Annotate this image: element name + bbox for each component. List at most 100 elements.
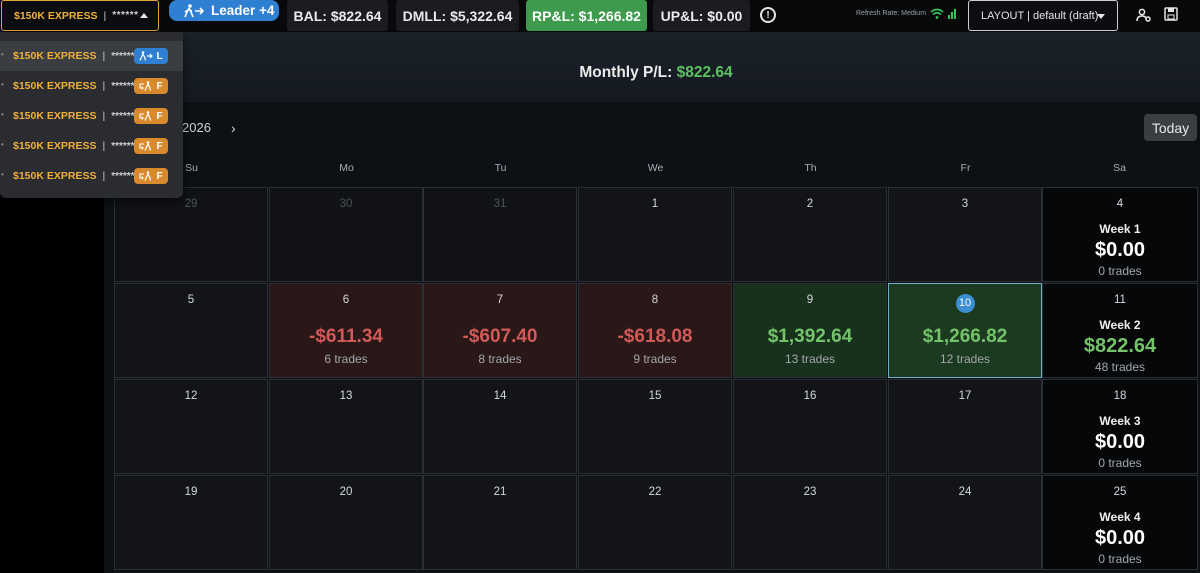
account-masked-id: ****** — [112, 10, 139, 21]
wifi-icon — [930, 8, 944, 19]
save-icon[interactable] — [1164, 7, 1178, 21]
day-trade-count: 8 trades — [478, 352, 522, 366]
role-letter: L — [156, 50, 163, 62]
week-pl-amount: $0.00 — [1094, 431, 1146, 453]
monthly-pl-value: $822.64 — [676, 64, 733, 81]
calendar-day-cell[interactable]: 14 — [423, 379, 577, 474]
calendar-day-cell[interactable]: 9 $1,392.64 13 trades — [733, 283, 887, 378]
day-of-week-header: Su — [185, 162, 198, 174]
account-option[interactable]: • $150K EXPRESS | ****** L — [0, 41, 183, 71]
upl-label: UP&L: $0.00 — [660, 7, 743, 24]
week-trade-count: 0 trades — [1098, 552, 1142, 566]
day-of-week-header: Fr — [960, 162, 971, 174]
week-summary-cell[interactable]: 4 Week 1 $0.00 0 trades — [1042, 187, 1198, 282]
calendar-day-cell[interactable]: 3 — [888, 187, 1042, 282]
today-button[interactable]: Today — [1144, 114, 1197, 141]
month-label: 2026 — [182, 120, 211, 135]
week-summary-cell[interactable]: 25 Week 4 $0.00 0 trades — [1042, 475, 1198, 570]
role-letter: F — [156, 80, 163, 92]
calendar-day-cell[interactable]: 22 — [578, 475, 732, 570]
account-option-masked-id: ****** — [111, 50, 135, 62]
upl-stat: UP&L: $0.00 — [653, 0, 750, 31]
calendar-day-cell[interactable]: 13 — [269, 379, 423, 474]
day-number: 3 — [961, 198, 969, 210]
day-trade-count: 9 trades — [633, 352, 677, 366]
account-option[interactable]: • $150K EXPRESS | ****** F — [0, 71, 183, 101]
account-option-masked-id: ****** — [111, 140, 135, 152]
day-of-week-header: Sa — [1113, 162, 1126, 174]
exclamation-circle-icon[interactable]: ! — [760, 7, 776, 23]
calendar-day-cell[interactable]: 10 $1,266.82 12 trades — [888, 283, 1042, 378]
account-option[interactable]: • $150K EXPRESS | ****** F — [0, 161, 183, 191]
day-pl-amount: -$618.08 — [617, 326, 693, 347]
balance-stat: BAL: $822.64 — [287, 0, 388, 31]
day-number: 22 — [648, 486, 662, 498]
account-option-separator: | — [102, 170, 106, 182]
person-arrow-icon — [184, 3, 205, 17]
day-number: 19 — [184, 486, 198, 498]
user-settings-icon[interactable] — [1136, 7, 1152, 23]
account-option-name: $150K EXPRESS — [13, 110, 97, 122]
calendar-day-cell[interactable]: 15 — [578, 379, 732, 474]
bullet-icon: • — [1, 50, 4, 59]
week-summary-day: 11 — [1114, 294, 1126, 306]
header-band — [104, 32, 1200, 102]
calendar-day-cell[interactable]: 30 — [269, 187, 423, 282]
week-pl-amount: $0.00 — [1094, 239, 1146, 261]
bullet-icon: • — [1, 80, 4, 89]
day-number: 21 — [493, 486, 507, 498]
layout-selector[interactable]: LAYOUT | default (draft) — [968, 0, 1118, 31]
account-name: $150K EXPRESS — [14, 9, 98, 22]
calendar-day-cell[interactable]: 7 -$607.40 8 trades — [423, 283, 577, 378]
chevron-right-icon[interactable]: › — [231, 120, 236, 136]
day-number: 13 — [339, 390, 353, 402]
day-trade-count: 12 trades — [939, 352, 991, 366]
signal-bars-icon — [948, 8, 956, 19]
calendar-day-cell[interactable]: 1 — [578, 187, 732, 282]
person-return-icon — [139, 81, 152, 91]
dmll-stat: DMLL: $5,322.64 — [396, 0, 519, 31]
account-option-name: $150K EXPRESS — [13, 140, 97, 152]
day-of-week-header: Tu — [494, 162, 507, 174]
day-number: 17 — [958, 390, 972, 402]
day-number: 23 — [803, 486, 817, 498]
day-number: 7 — [496, 294, 504, 306]
calendar-day-cell[interactable]: 16 — [733, 379, 887, 474]
calendar-day-cell[interactable]: 21 — [423, 475, 577, 570]
person-return-icon — [139, 171, 152, 181]
week-trade-count: 0 trades — [1098, 264, 1142, 278]
person-arrow-icon — [139, 51, 154, 61]
rpl-stat: RP&L: $1,266.82 — [526, 0, 647, 31]
calendar-day-cell[interactable]: 23 — [733, 475, 887, 570]
calendar-day-cell[interactable]: 5 — [114, 283, 268, 378]
calendar-day-cell[interactable]: 8 -$618.08 9 trades — [578, 283, 732, 378]
account-option[interactable]: • $150K EXPRESS | ****** F — [0, 101, 183, 131]
calendar-day-cell[interactable]: 6 -$611.34 6 trades — [269, 283, 423, 378]
account-selector[interactable]: $150K EXPRESS | ****** — [1, 0, 159, 31]
calendar-day-cell[interactable]: 24 — [888, 475, 1042, 570]
week-summary-cell[interactable]: 18 Week 3 $0.00 0 trades — [1042, 379, 1198, 474]
day-number: 12 — [184, 390, 198, 402]
chevron-up-icon — [140, 13, 148, 18]
day-of-week-header: We — [647, 162, 664, 174]
week-summary-cell[interactable]: 11 Week 2 $822.64 48 trades — [1042, 283, 1198, 378]
account-option[interactable]: • $150K EXPRESS | ****** F — [0, 131, 183, 161]
calendar-day-cell[interactable]: 19 — [114, 475, 268, 570]
calendar-day-cell[interactable]: 17 — [888, 379, 1042, 474]
balance-label: BAL: $822.64 — [293, 7, 382, 24]
calendar-day-cell[interactable]: 2 — [733, 187, 887, 282]
leader-label: Leader +4 — [211, 3, 275, 18]
leader-badge[interactable]: Leader +4 — [169, 0, 279, 21]
day-pl-amount: $1,392.64 — [767, 326, 853, 347]
day-number: 20 — [339, 486, 353, 498]
calendar-day-cell[interactable]: 12 — [114, 379, 268, 474]
account-option-masked-id: ****** — [111, 110, 135, 122]
day-of-week-header: Th — [804, 162, 817, 174]
calendar-day-cell[interactable]: 20 — [269, 475, 423, 570]
layout-label: LAYOUT | default (draft) — [981, 9, 1099, 22]
day-number: 1 — [651, 198, 659, 210]
account-option-masked-id: ****** — [111, 80, 135, 92]
follower-role-badge: F — [134, 108, 168, 124]
calendar-day-cell[interactable]: 29 — [114, 187, 268, 282]
calendar-day-cell[interactable]: 31 — [423, 187, 577, 282]
